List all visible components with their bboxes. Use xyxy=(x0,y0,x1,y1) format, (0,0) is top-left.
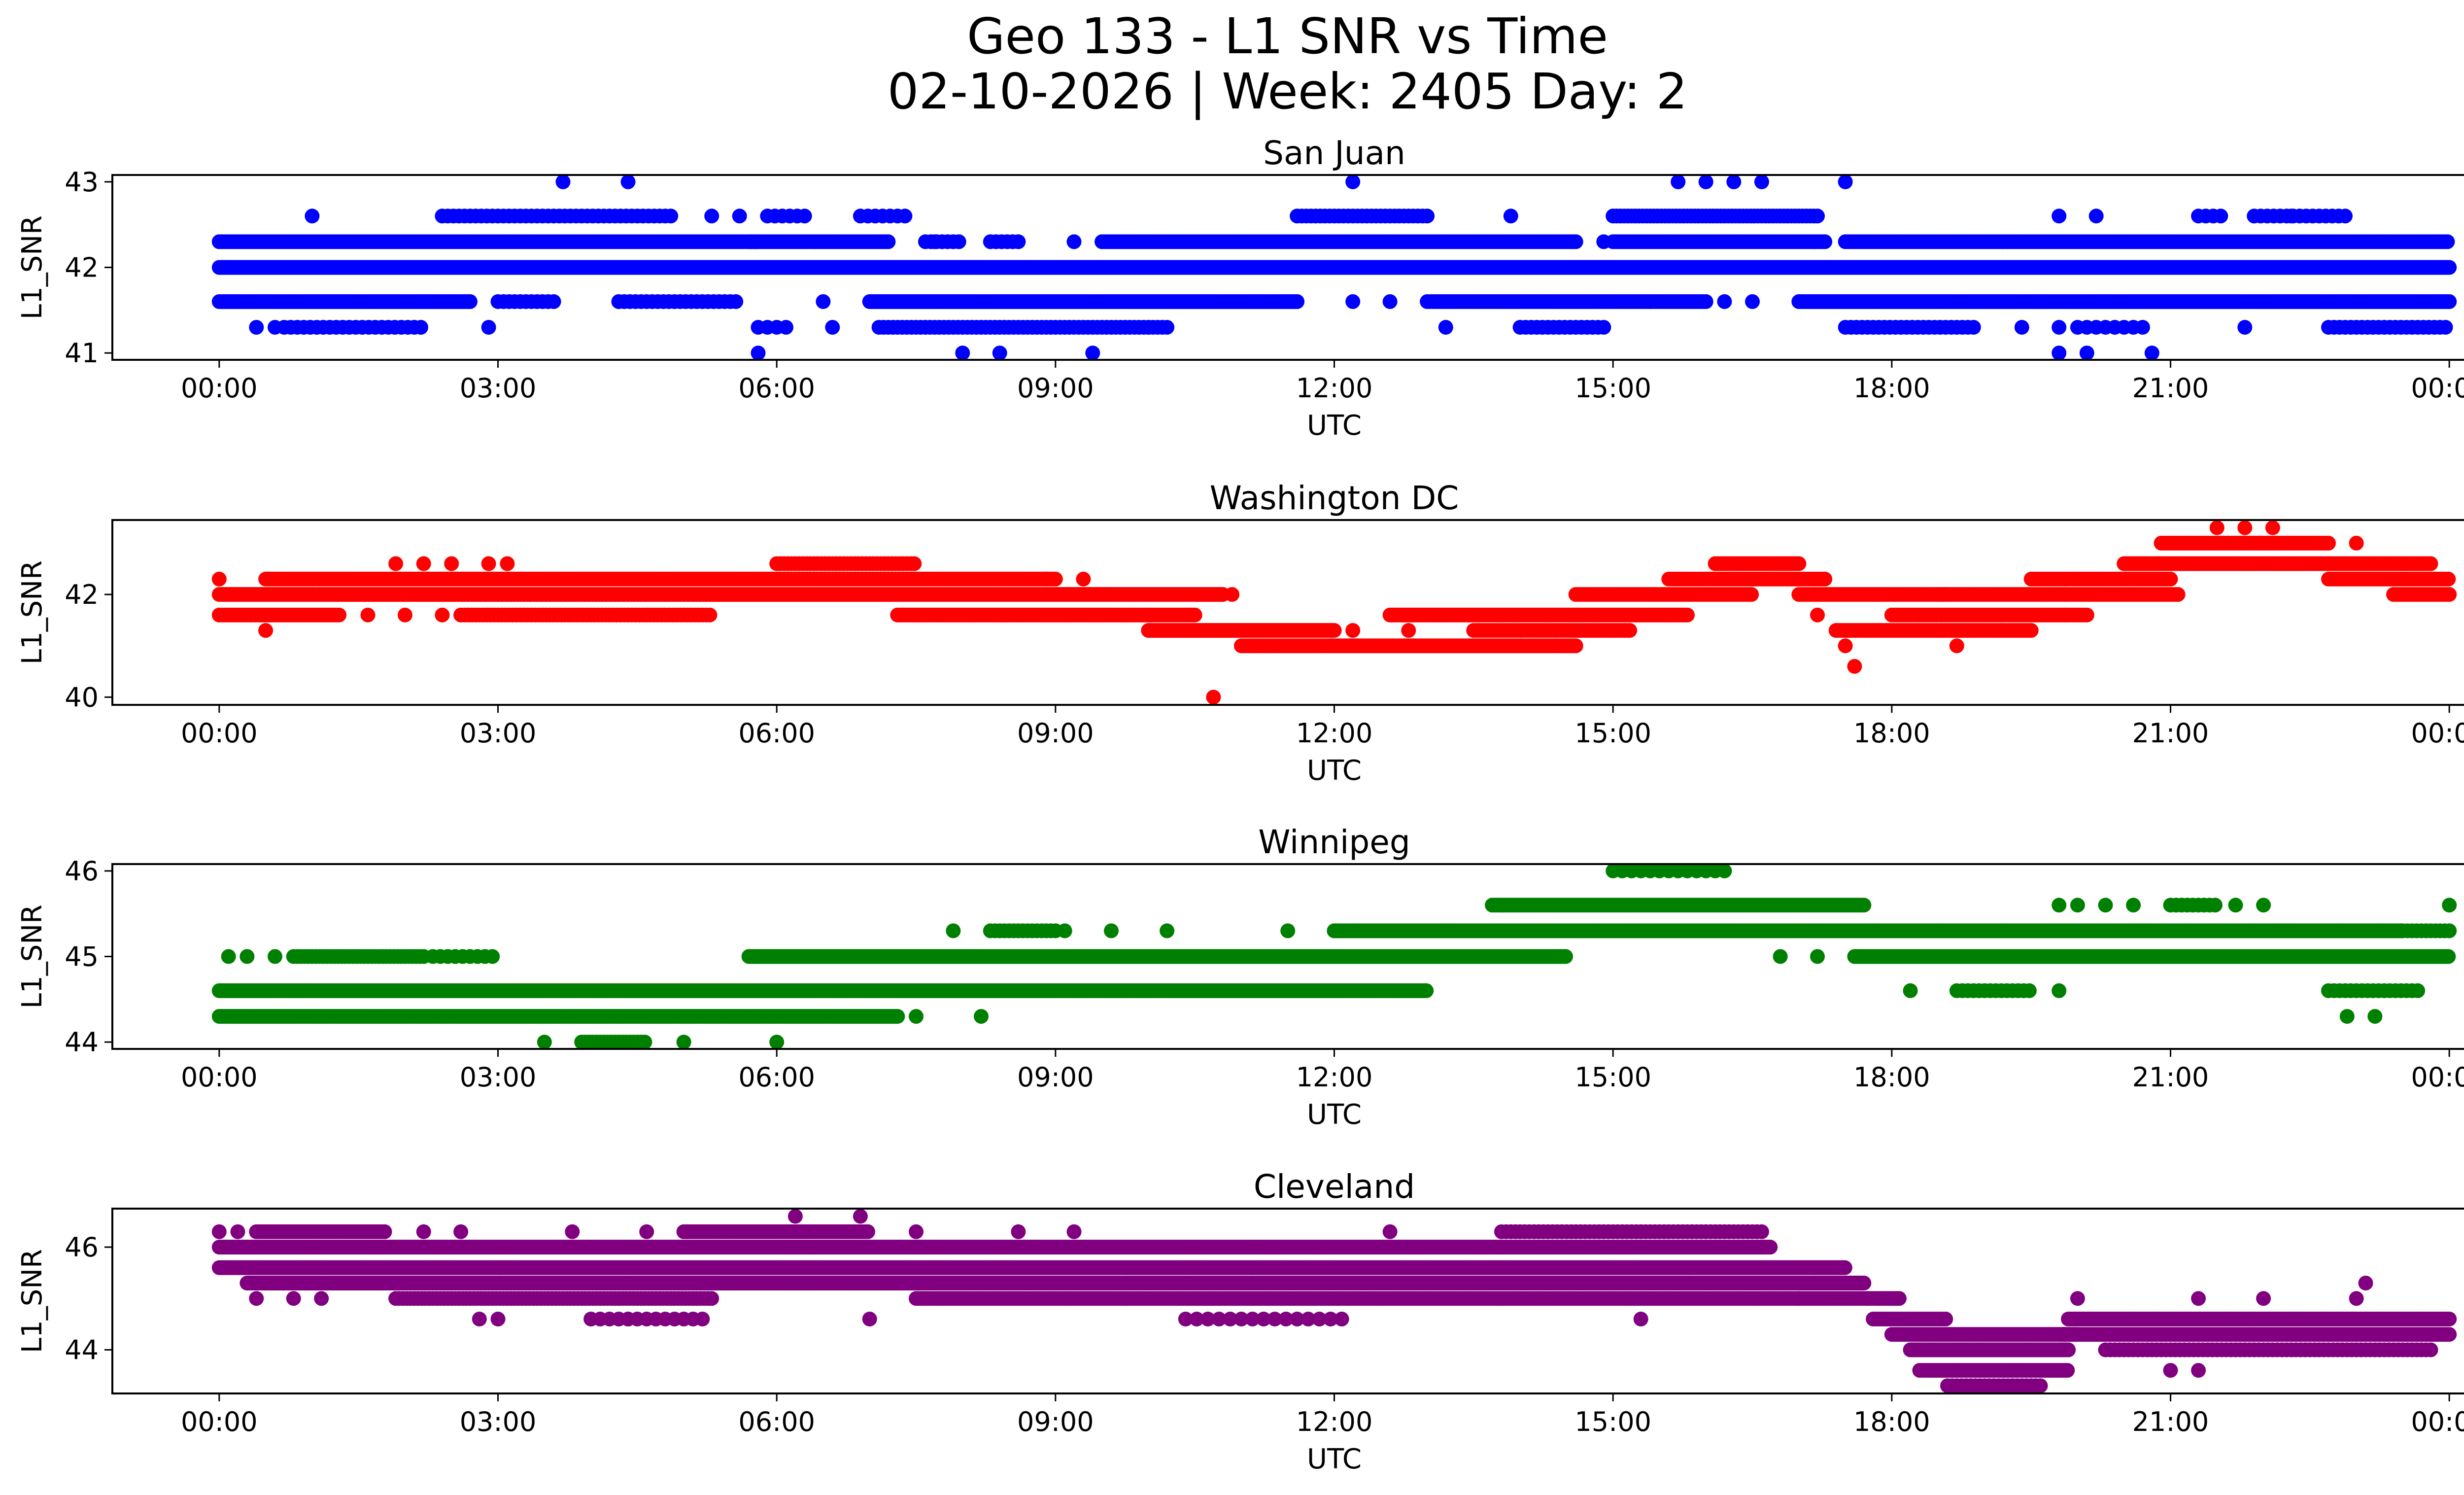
data-point xyxy=(1066,234,1082,249)
data-point xyxy=(728,294,744,309)
data-point xyxy=(481,320,496,335)
data-point xyxy=(1698,294,1713,309)
subplot-title: San Juan xyxy=(1263,134,1405,172)
x-tick-label: 18:00 xyxy=(1853,373,1930,404)
data-point xyxy=(927,234,942,249)
data-point xyxy=(2144,346,2159,360)
data-point xyxy=(663,209,679,224)
data-point xyxy=(897,209,913,224)
data-point xyxy=(555,175,571,189)
data-point xyxy=(881,234,896,249)
data-point xyxy=(1643,294,1658,309)
panel-san-juan: San Juan 00:00 03:00 06:00 09:00 12:00 15:00 18… xyxy=(16,134,2464,442)
data-point xyxy=(951,234,966,249)
data-point xyxy=(779,320,793,335)
data-point xyxy=(1810,209,1825,224)
data-point xyxy=(2284,209,2299,224)
data-point xyxy=(1717,294,1732,309)
data-point xyxy=(546,294,561,309)
data-point xyxy=(305,209,320,224)
x-tick-label: 09:00 xyxy=(1017,373,1094,404)
data-point xyxy=(2237,320,2253,335)
data-point xyxy=(1290,294,1305,309)
data-point xyxy=(249,320,264,335)
data-point xyxy=(825,320,840,335)
data-point xyxy=(732,209,747,224)
data-point xyxy=(2052,346,2067,360)
data-point xyxy=(2442,294,2457,309)
x-axis-label: UTC xyxy=(1307,410,1362,442)
x-tick-label: 12:00 xyxy=(1296,373,1373,404)
data-point xyxy=(2442,260,2457,275)
x-tick-label: 21:00 xyxy=(2132,373,2209,404)
data-point xyxy=(2135,320,2150,335)
data-point xyxy=(992,346,1007,360)
data-point xyxy=(2438,320,2453,335)
data-point xyxy=(1671,175,1686,189)
data-point xyxy=(1817,234,1833,249)
data-point xyxy=(2088,209,2104,224)
data-point xyxy=(2014,320,2029,335)
data-point xyxy=(611,294,626,309)
data-point xyxy=(1754,175,1769,189)
data-point xyxy=(2052,320,2067,335)
x-tick-label: 03:00 xyxy=(460,373,537,404)
data-point xyxy=(620,175,636,189)
subplot-title: Washington DC xyxy=(1210,479,1459,517)
data-point xyxy=(1698,175,1713,189)
data-point xyxy=(2213,209,2228,224)
data-point xyxy=(1085,346,1100,360)
data-point xyxy=(1726,175,1742,189)
data-point xyxy=(1596,234,1611,249)
data-point xyxy=(268,320,282,335)
data-point xyxy=(751,346,766,360)
data-points xyxy=(211,175,2457,360)
y-tick-label: 42 xyxy=(65,252,99,283)
data-point xyxy=(1966,320,1981,335)
data-point xyxy=(955,346,970,360)
data-point xyxy=(1503,209,1518,224)
x-tick-label: 00:00 xyxy=(181,373,258,404)
data-point xyxy=(1345,175,1361,189)
data-point xyxy=(1838,175,1853,189)
data-point xyxy=(462,294,478,309)
x-tick-label: 06:00 xyxy=(738,373,815,404)
data-point xyxy=(2440,234,2455,249)
data-point xyxy=(1420,209,1435,224)
figure-title-line-2: 02-10-2026 | Week: 2405 Day: 2 xyxy=(887,63,1688,120)
y-tick-label: 41 xyxy=(65,338,99,369)
data-point xyxy=(1596,320,1611,335)
data-point xyxy=(1745,294,1760,309)
data-point xyxy=(1345,294,1361,309)
figure-title-line-1: Geo 133 - L1 SNR vs Time xyxy=(967,7,1608,65)
data-point xyxy=(1438,320,1453,335)
data-point xyxy=(816,294,831,309)
data-point xyxy=(1160,320,1175,335)
data-points xyxy=(211,520,2457,705)
x-tick-label: 00:00 xyxy=(2411,373,2464,404)
data-point xyxy=(413,320,428,335)
figure-title: Geo 133 - L1 SNR vs Time 02-10-2026 | We… xyxy=(0,9,2464,119)
data-point xyxy=(1568,234,1583,249)
data-point xyxy=(1011,234,1026,249)
data-point xyxy=(1141,320,1156,335)
data-point xyxy=(2338,209,2353,224)
data-point xyxy=(2079,346,2094,360)
data-point xyxy=(2052,209,2067,224)
data-point xyxy=(1382,294,1398,309)
data-point xyxy=(704,209,719,224)
y-tick-label: 43 xyxy=(65,167,99,198)
y-axis-label: L1_SNR xyxy=(16,215,48,319)
data-point xyxy=(797,209,812,224)
x-tick-label: 15:00 xyxy=(1574,373,1651,404)
